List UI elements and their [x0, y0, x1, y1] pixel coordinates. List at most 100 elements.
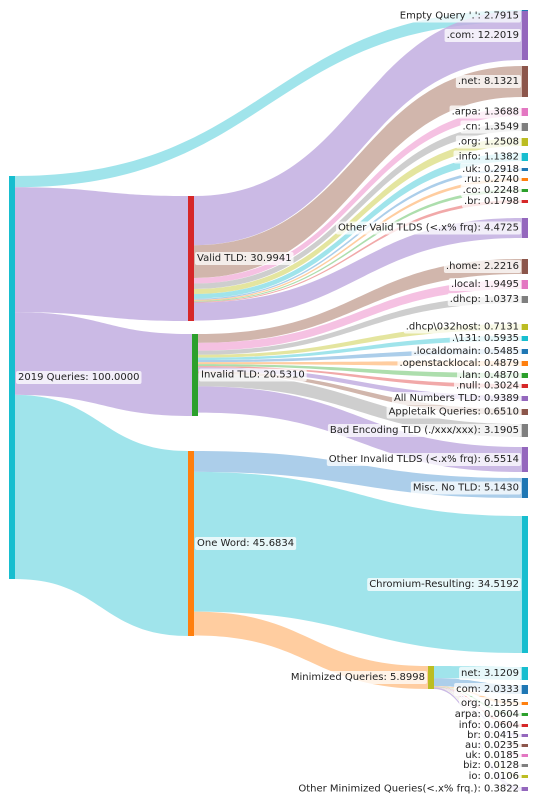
node-marpa[interactable]: [522, 713, 528, 716]
label-muk: uk: 0.0185: [463, 749, 521, 762]
label-mau: au: 0.0235: [462, 739, 521, 752]
link-invalid-appletalk[interactable]: [198, 371, 522, 415]
link-invalid-lan[interactable]: [198, 364, 522, 378]
label-text-info: .info: 1.1382: [456, 152, 519, 163]
node-local[interactable]: [522, 280, 528, 289]
label-br: .br: 0.1798: [462, 195, 521, 208]
node-invalid[interactable]: [192, 334, 198, 416]
node-home[interactable]: [522, 259, 528, 274]
link-invalid-allnum[interactable]: [198, 367, 522, 401]
link-valid-com[interactable]: [194, 11, 522, 246]
node-uk[interactable]: [522, 168, 528, 171]
label-text-otherinvalid: Other Invalid TLDS (<.x% frq): 6.5514: [329, 454, 519, 465]
node-dhcp032[interactable]: [522, 324, 528, 330]
node-x131[interactable]: [522, 336, 528, 341]
node-misc[interactable]: [522, 478, 528, 498]
label-mcom: com: 2.0333: [454, 683, 521, 696]
node-mnet[interactable]: [522, 667, 528, 680]
label-dhcp032: .dhcp\032host: 0.7131: [403, 320, 521, 334]
label-arpa: .arpa: 1.3688: [449, 105, 521, 119]
node-br[interactable]: [522, 200, 528, 203]
node-com[interactable]: [522, 11, 528, 60]
node-mother[interactable]: [522, 787, 528, 791]
node-mcom[interactable]: [522, 685, 528, 694]
node-minfo[interactable]: [522, 724, 528, 727]
link-root-empty[interactable]: [15, 10, 522, 188]
node-appletalk[interactable]: [522, 409, 528, 415]
link-valid-co[interactable]: [194, 189, 522, 302]
node-null[interactable]: [522, 384, 528, 388]
node-othervalid[interactable]: [522, 218, 528, 238]
link-oneword-minimized[interactable]: [194, 611, 428, 689]
node-arpa[interactable]: [522, 108, 528, 116]
link-invalid-badenc[interactable]: [198, 373, 522, 437]
label-dhcp: .dhcp: 1.0373: [447, 293, 521, 306]
node-lan[interactable]: [522, 373, 528, 378]
label-co: .co: 0.2248: [460, 184, 521, 197]
link-valid-net[interactable]: [194, 66, 522, 279]
label-text-dhcp032: .dhcp\032host: 0.7131: [406, 322, 519, 333]
link-invalid-local[interactable]: [198, 280, 522, 351]
label-chromium: Chromium-Resulting: 34.5192: [367, 578, 521, 591]
node-minimized[interactable]: [428, 666, 434, 689]
node-badenc[interactable]: [522, 424, 528, 437]
label-text-mbiz: biz: 0.0128: [463, 760, 519, 771]
node-mio[interactable]: [522, 775, 528, 778]
node-localdomain[interactable]: [522, 349, 528, 354]
node-valid[interactable]: [188, 196, 194, 321]
link-valid-othervalid[interactable]: [194, 218, 522, 321]
link-valid-br[interactable]: [194, 200, 522, 303]
label-text-root: 2019 Queries: 100.0000: [18, 372, 140, 383]
node-org[interactable]: [522, 138, 528, 146]
label-text-misc: Misc. No TLD: 5.1430: [413, 483, 519, 494]
link-root-valid[interactable]: [15, 187, 188, 321]
label-morg: org: 0.1355: [459, 697, 521, 710]
link-valid-cn[interactable]: [194, 123, 522, 289]
label-otherinvalid: Other Invalid TLDS (<.x% frq): 6.5514: [326, 453, 521, 466]
link-invalid-dhcp[interactable]: [198, 296, 522, 355]
link-root-oneword[interactable]: [15, 394, 188, 636]
node-mau[interactable]: [522, 744, 528, 747]
node-oneword[interactable]: [188, 451, 194, 636]
label-empty: Empty Query '.': 2.7915: [397, 9, 521, 23]
link-invalid-x131[interactable]: [198, 336, 522, 361]
node-ru[interactable]: [522, 178, 528, 181]
node-root[interactable]: [9, 176, 15, 579]
label-appletalk: Appletalk Queries: 0.6510: [386, 405, 521, 419]
node-info[interactable]: [522, 153, 528, 161]
link-valid-org[interactable]: [194, 138, 522, 295]
node-openstack[interactable]: [522, 361, 528, 366]
link-invalid-home[interactable]: [198, 259, 522, 343]
label-badenc: Bad Encoding TLD (./xxx/xxx): 3.1905: [327, 424, 521, 437]
node-dhcp[interactable]: [522, 296, 528, 303]
label-text-empty: Empty Query '.': 2.7915: [400, 11, 519, 22]
label-text-marpa: arpa: 0.0604: [455, 709, 519, 720]
label-minfo: info: 0.0604: [456, 719, 521, 732]
link-valid-arpa[interactable]: [194, 108, 522, 284]
sankey-nodes: [9, 10, 528, 791]
label-text-cn: .cn: 1.3549: [462, 122, 519, 133]
link-root-invalid[interactable]: [15, 312, 192, 416]
node-otherinvalid[interactable]: [522, 447, 528, 472]
label-valid: Valid TLD: 30.9941: [195, 252, 294, 265]
label-text-local: .local: 1.9495: [451, 279, 519, 290]
link-invalid-null[interactable]: [198, 366, 522, 388]
node-morg[interactable]: [522, 702, 528, 705]
link-valid-ru[interactable]: [194, 178, 522, 301]
label-othervalid: Other Valid TLDS (<.x% frq): 4.4725: [335, 221, 521, 235]
label-text-mau: au: 0.0235: [465, 740, 519, 751]
label-invalid: Invalid TLD: 20.5310: [199, 368, 307, 382]
node-net[interactable]: [522, 66, 528, 97]
link-oneword-chromium[interactable]: [194, 471, 522, 653]
label-text-org: .org: 1.2508: [458, 137, 519, 148]
node-cn[interactable]: [522, 123, 528, 131]
node-mbr[interactable]: [522, 734, 528, 737]
label-text-badenc: Bad Encoding TLD (./xxx/xxx): 3.1905: [330, 425, 519, 436]
node-chromium[interactable]: [522, 516, 528, 653]
label-text-ru: .ru: 0.2740: [464, 174, 519, 185]
node-allnum[interactable]: [522, 396, 528, 401]
node-co[interactable]: [522, 189, 528, 192]
node-mbiz[interactable]: [522, 764, 528, 767]
label-text-mnet: net: 3.1209: [461, 668, 519, 679]
node-muk[interactable]: [522, 754, 528, 757]
